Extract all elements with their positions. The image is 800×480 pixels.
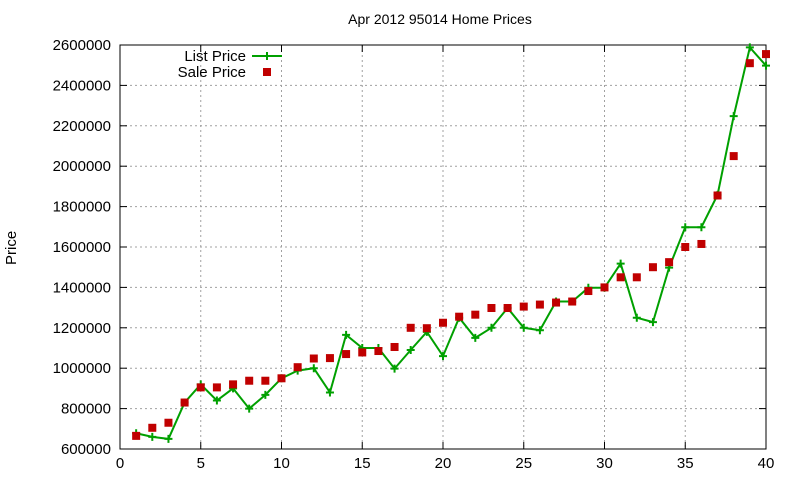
list-price-point bbox=[697, 223, 706, 232]
x-tick-label: 10 bbox=[273, 455, 290, 472]
list-price-point bbox=[406, 346, 415, 355]
sale-price-point bbox=[277, 374, 286, 383]
list-price-point bbox=[164, 434, 173, 443]
y-tick-label: 1800000 bbox=[53, 199, 111, 216]
list-price-point bbox=[471, 333, 480, 342]
list-price-point bbox=[535, 326, 544, 335]
sale-price-point bbox=[422, 324, 431, 333]
sale-price-point bbox=[568, 297, 577, 306]
sale-price-point bbox=[681, 243, 690, 251]
y-tick-label: 2600000 bbox=[53, 37, 111, 54]
list-price-point bbox=[681, 223, 690, 232]
sale-price-point bbox=[616, 273, 625, 282]
list-price-point bbox=[648, 318, 657, 327]
list-price-point bbox=[390, 364, 399, 373]
list-price-point bbox=[342, 330, 351, 339]
plot-frame bbox=[119, 44, 767, 450]
legend-label: Sale Price bbox=[178, 64, 246, 81]
y-tick-label: 800000 bbox=[61, 401, 111, 418]
sale-price-point bbox=[342, 350, 351, 359]
legend-label: List Price bbox=[184, 48, 246, 65]
sale-price-point bbox=[584, 287, 593, 296]
y-tick-label: 2200000 bbox=[53, 118, 111, 135]
x-tick-label: 25 bbox=[515, 455, 532, 472]
sale-price-point bbox=[245, 376, 254, 385]
y-tick-labels: 600000 800000 1000000 1200000 1400000 1600000… bbox=[53, 37, 111, 458]
y-tick-label: 1400000 bbox=[53, 279, 111, 296]
sale-price-point bbox=[519, 302, 528, 311]
sale-price-point bbox=[600, 283, 609, 292]
list-price-point bbox=[148, 432, 157, 441]
sale-price-point bbox=[552, 298, 561, 307]
sale-price-point bbox=[390, 342, 399, 351]
sale-price-point bbox=[261, 376, 270, 385]
list-price-point bbox=[309, 364, 318, 373]
x-tick-labels: 0 5 10 15 20 25 30 35 40 bbox=[116, 455, 775, 472]
sale-price-point bbox=[374, 347, 383, 356]
list-price-point bbox=[519, 323, 528, 332]
y-tick-label: 1000000 bbox=[53, 360, 111, 377]
sale-price-point bbox=[180, 398, 189, 407]
x-tick-label: 15 bbox=[354, 455, 371, 472]
sale-price-point bbox=[293, 363, 302, 372]
x-tick-label: 5 bbox=[197, 455, 205, 472]
sale-price-point bbox=[325, 354, 334, 363]
sale-price-point bbox=[148, 423, 157, 432]
list-price-point bbox=[729, 112, 738, 121]
sale-price-series bbox=[132, 50, 770, 440]
sale-price-point bbox=[309, 354, 318, 363]
list-price-point bbox=[487, 323, 496, 332]
series-layer bbox=[132, 43, 770, 443]
x-tick-label: 0 bbox=[116, 455, 124, 472]
list-price-line bbox=[135, 45, 767, 440]
sale-price-point bbox=[406, 323, 415, 332]
sale-price-point bbox=[762, 50, 770, 59]
sale-price-point bbox=[471, 310, 480, 319]
sale-price-point bbox=[729, 152, 738, 161]
sale-price-point bbox=[229, 380, 238, 389]
sale-price-point bbox=[196, 383, 205, 392]
sale-price-point bbox=[132, 431, 141, 440]
list-price-point bbox=[745, 43, 754, 52]
sale-price-point bbox=[164, 418, 173, 427]
sale-price-point bbox=[713, 191, 722, 200]
legend-swatch-marker bbox=[263, 52, 271, 60]
sale-price-point bbox=[439, 318, 447, 327]
x-tick-label: 20 bbox=[435, 455, 452, 472]
y-tick-label: 600000 bbox=[61, 441, 111, 458]
list-price-point bbox=[762, 61, 770, 70]
sale-price-point bbox=[632, 273, 641, 282]
list-price-point bbox=[632, 313, 641, 322]
legend-swatch bbox=[263, 68, 271, 76]
y-tick-label: 2400000 bbox=[53, 77, 111, 94]
sale-price-point bbox=[648, 263, 657, 272]
chart-title: Apr 2012 95014 Home Prices bbox=[348, 11, 532, 27]
sale-price-point bbox=[697, 239, 706, 248]
sale-price-point bbox=[358, 348, 367, 357]
list-price-point bbox=[325, 388, 334, 397]
sale-price-point bbox=[503, 304, 512, 313]
list-price-point bbox=[616, 259, 625, 268]
sale-price-point bbox=[487, 304, 496, 313]
list-price-series bbox=[132, 43, 770, 443]
y-tick-label: 1200000 bbox=[53, 320, 111, 337]
sale-price-point bbox=[455, 312, 464, 321]
y-tick-label: 1600000 bbox=[53, 239, 111, 256]
sale-price-point bbox=[665, 258, 674, 267]
sale-price-point bbox=[745, 59, 754, 68]
sale-price-point bbox=[535, 300, 544, 309]
list-price-point bbox=[261, 390, 270, 399]
x-tick-label: 30 bbox=[596, 455, 613, 472]
x-tick-label: 35 bbox=[677, 455, 694, 472]
x-tick-label: 40 bbox=[758, 455, 775, 472]
y-tick-label: 2000000 bbox=[53, 158, 111, 175]
list-price-point bbox=[212, 396, 221, 405]
sale-price-point bbox=[212, 383, 221, 392]
list-price-point bbox=[245, 404, 254, 413]
list-price-point bbox=[439, 352, 447, 361]
